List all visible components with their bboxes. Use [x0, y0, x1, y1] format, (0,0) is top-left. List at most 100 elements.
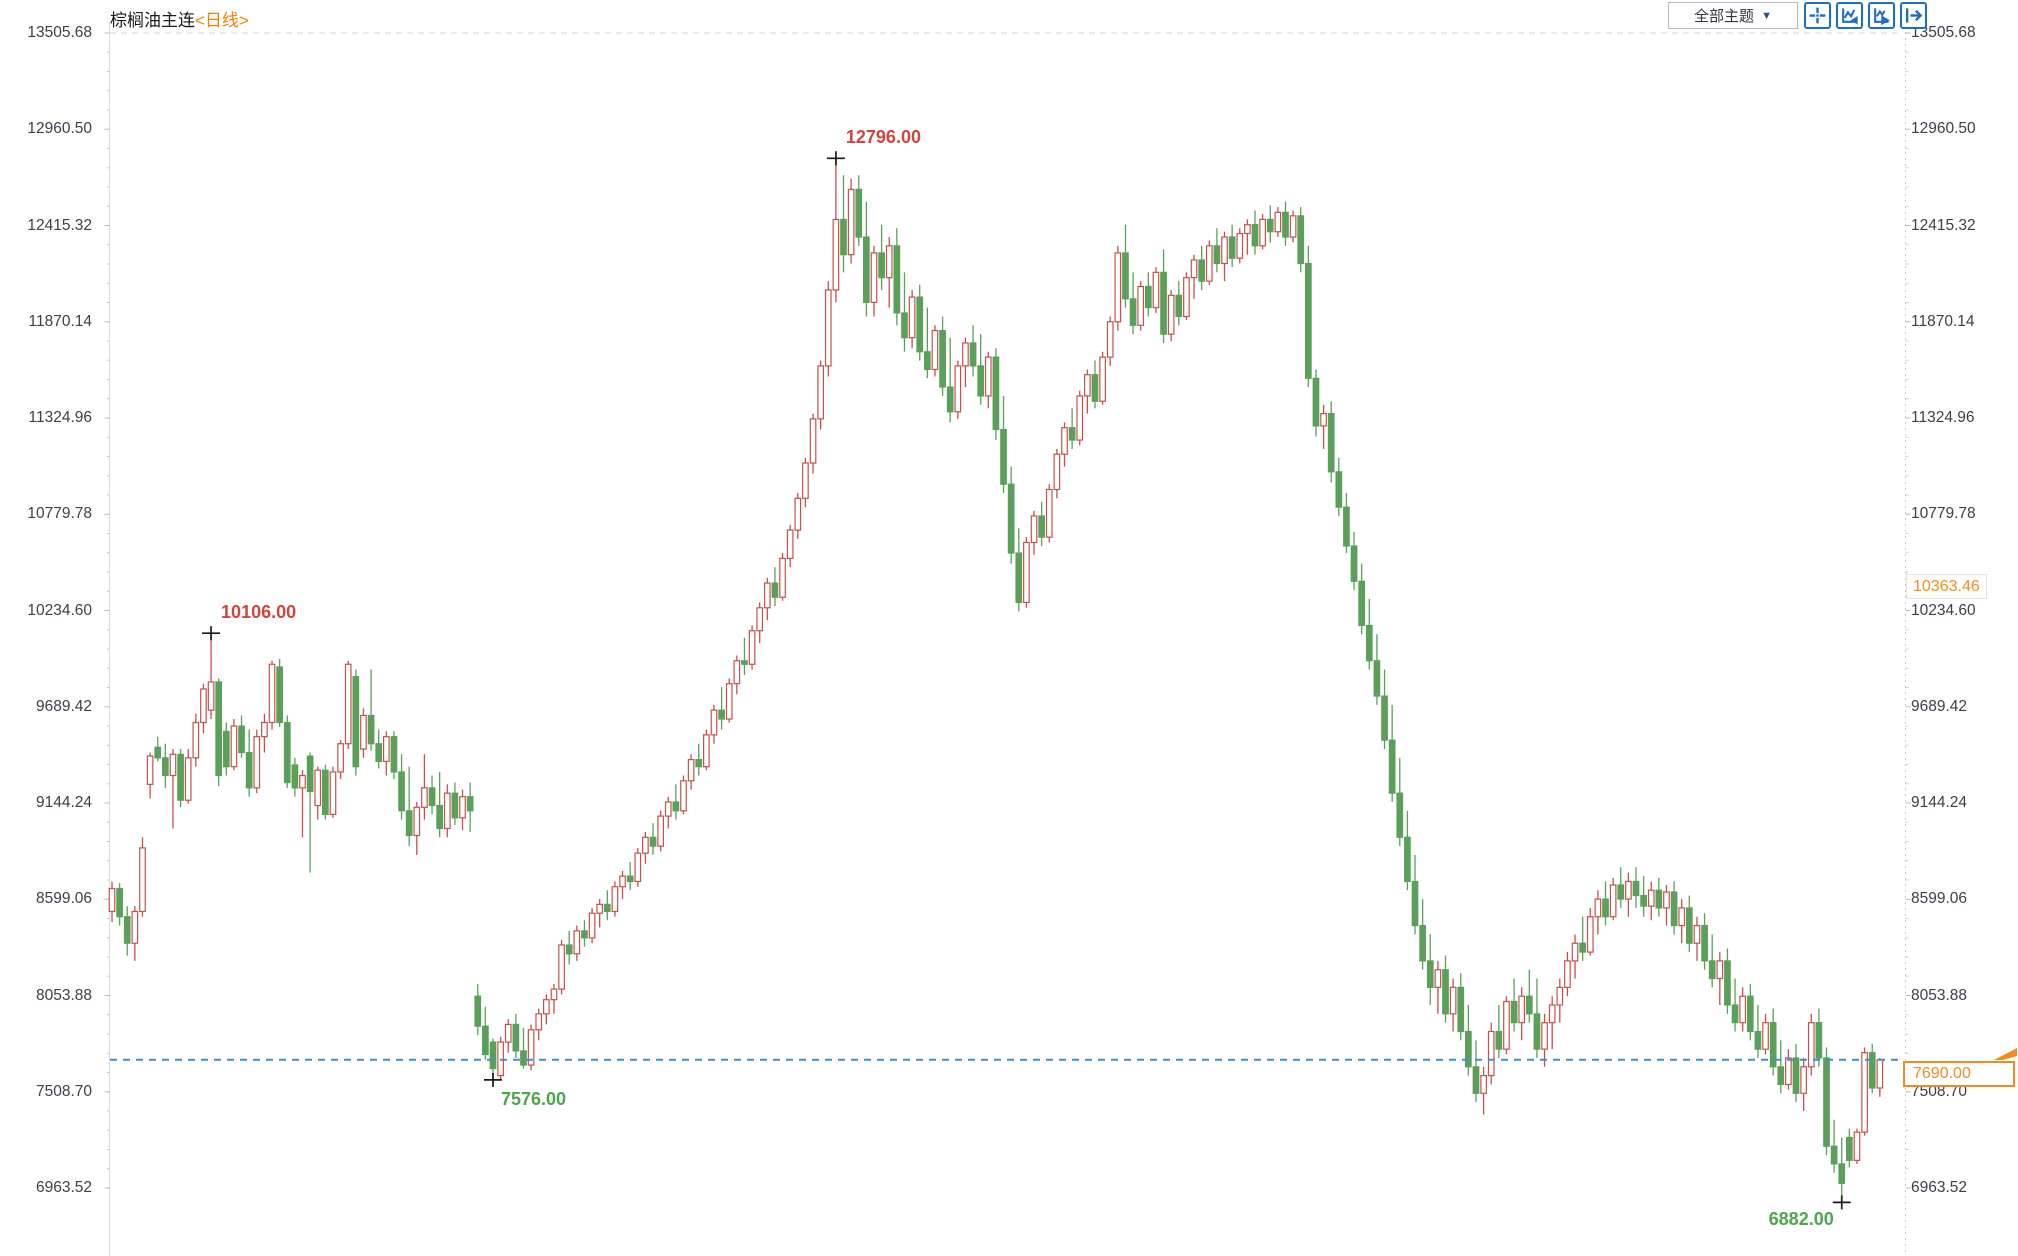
extreme-price-annotation: 12796.00: [845, 127, 921, 148]
candle-body: [253, 736, 261, 789]
candle-body: [565, 944, 573, 955]
y-axis-label: 9144.24: [35, 794, 92, 811]
y-axis-label: 6963.52: [1911, 1179, 1968, 1196]
candle-body: [146, 755, 154, 785]
candle-body: [428, 787, 436, 807]
candle-body: [466, 796, 474, 812]
candle-body: [1335, 471, 1343, 508]
y-axis-label: 11324.96: [1911, 409, 1975, 426]
candle-body: [718, 709, 725, 720]
settlement-price-label: 10363.46: [1906, 573, 1987, 599]
candle-body: [139, 847, 146, 913]
candle-body: [1685, 907, 1693, 944]
candle-body: [741, 660, 748, 665]
candle-body: [946, 386, 954, 413]
candle-body: [283, 721, 291, 784]
candle-body: [1868, 1052, 1876, 1089]
candle-body: [1236, 232, 1244, 259]
y-axis-label: 10234.60: [27, 601, 92, 619]
candle-body: [504, 1023, 512, 1043]
candle-body: [1205, 245, 1213, 282]
candle-body: [984, 356, 992, 397]
candle-body: [1449, 986, 1457, 1015]
theme-dropdown-label: 全部主题: [1694, 8, 1755, 25]
candle-body: [367, 714, 375, 745]
candle-body: [1762, 1022, 1769, 1050]
candle-body: [619, 875, 626, 888]
candle-body: [832, 218, 840, 291]
candle-body: [1122, 252, 1129, 300]
candle-body: [1701, 924, 1708, 962]
candle-body: [1548, 1004, 1556, 1024]
candle-body: [154, 746, 162, 759]
candle-body: [779, 557, 786, 598]
candle-body: [817, 365, 825, 420]
candle-body: [443, 792, 451, 830]
candle-body: [771, 582, 779, 598]
candle-body: [1815, 1022, 1823, 1059]
price-flag-icon: [1994, 1047, 2017, 1060]
candle-body: [1480, 1075, 1487, 1094]
candle-body: [474, 995, 482, 1027]
candle-body: [1647, 889, 1655, 907]
candle-body: [352, 676, 360, 768]
candle-body: [847, 188, 855, 256]
candle-body: [1106, 321, 1114, 358]
candle-body: [1007, 483, 1015, 554]
candle-body: [687, 759, 695, 782]
y-axis-label: 9144.24: [1911, 794, 1968, 811]
candle-body: [855, 188, 863, 238]
candle-body: [360, 714, 367, 750]
candle-body: [1785, 1057, 1792, 1086]
y-axis-label: 10779.78: [1911, 505, 1976, 523]
candle-body: [672, 801, 680, 812]
candle-body: [1114, 252, 1122, 323]
candle-body: [824, 289, 832, 367]
y-axis-label: 12415.32: [27, 216, 92, 234]
last-price-label: 7690.00: [1903, 1060, 2015, 1087]
y-axis-label: 8599.06: [1911, 890, 1968, 908]
candle-body: [885, 245, 893, 279]
y-axis-label: 8053.88: [35, 986, 92, 1004]
candle-body: [1396, 792, 1404, 838]
candle-body: [1518, 995, 1526, 1024]
candle-body: [482, 1025, 489, 1056]
candle-body: [306, 755, 314, 792]
export-right-icon[interactable]: [1900, 2, 1927, 29]
candle-body: [1678, 907, 1686, 927]
candle-body: [1274, 211, 1282, 233]
y-axis-label: 11324.96: [28, 409, 93, 426]
candle-body: [642, 836, 649, 854]
candle-body: [276, 666, 283, 724]
candle-body: [733, 660, 741, 685]
candle-body: [695, 759, 703, 768]
candle-body: [1663, 891, 1670, 909]
candle-body: [1716, 960, 1724, 980]
y-axis-label: 11870.14: [28, 312, 93, 330]
candle-body: [1084, 374, 1091, 397]
candle-body: [1830, 1145, 1838, 1165]
candle-body: [954, 365, 962, 413]
candle-body: [1076, 395, 1084, 441]
chart-scale-left-icon[interactable]: [1836, 2, 1863, 29]
candle-body: [1259, 218, 1266, 247]
candle-body: [299, 774, 306, 789]
candle-body: [177, 753, 184, 801]
chart-title: 棕榈油主连<日线>: [110, 6, 249, 31]
candle-body: [329, 771, 337, 815]
candle-body: [268, 663, 276, 724]
candle-body: [1053, 453, 1061, 491]
candle-body: [1861, 1052, 1868, 1133]
candle-body: [1000, 428, 1007, 485]
chart-play-icon[interactable]: [1868, 2, 1895, 29]
move-crosshair-icon[interactable]: [1804, 2, 1831, 29]
extreme-price-annotation: 7576.00: [501, 1088, 567, 1109]
candle-body: [261, 721, 268, 738]
theme-dropdown-button[interactable]: 全部主题 ▼: [1668, 2, 1798, 29]
candle-body: [1419, 924, 1426, 962]
candle-body: [1304, 262, 1312, 379]
candle-body: [710, 709, 718, 736]
candle-body: [1030, 515, 1038, 544]
candle-body: [207, 681, 215, 711]
